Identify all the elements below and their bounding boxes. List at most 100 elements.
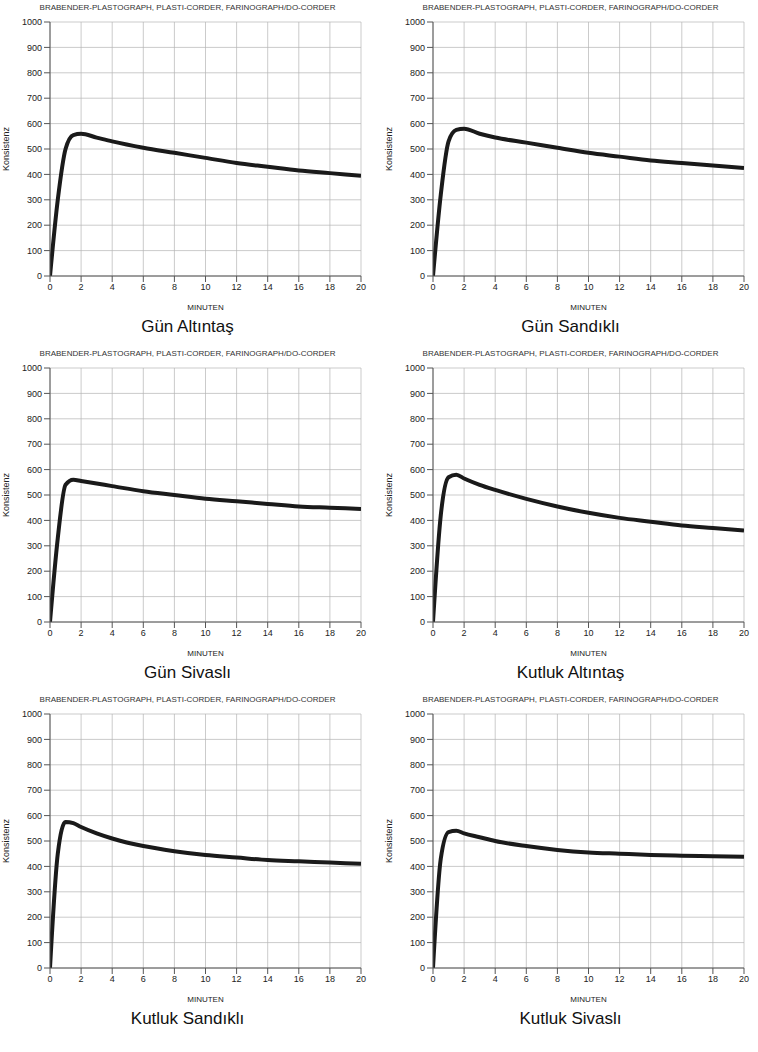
svg-text:12: 12 [615, 282, 625, 292]
svg-text:MINUTEN: MINUTEN [187, 303, 224, 312]
svg-text:14: 14 [263, 282, 273, 292]
svg-text:8: 8 [172, 628, 177, 638]
svg-text:600: 600 [27, 465, 42, 475]
svg-text:200: 200 [27, 912, 42, 922]
svg-text:500: 500 [27, 144, 42, 154]
svg-text:1000: 1000 [22, 17, 42, 27]
svg-text:12: 12 [232, 974, 242, 984]
svg-text:12: 12 [615, 974, 625, 984]
svg-text:2: 2 [79, 628, 84, 638]
svg-text:12: 12 [615, 628, 625, 638]
svg-text:16: 16 [294, 282, 304, 292]
svg-text:1000: 1000 [405, 17, 425, 27]
svg-text:20: 20 [356, 282, 366, 292]
svg-text:500: 500 [410, 836, 425, 846]
svg-text:MINUTEN: MINUTEN [187, 649, 224, 658]
svg-text:700: 700 [410, 785, 425, 795]
svg-text:18: 18 [325, 282, 335, 292]
svg-text:14: 14 [646, 974, 656, 984]
svg-text:12: 12 [232, 282, 242, 292]
svg-text:500: 500 [27, 490, 42, 500]
svg-text:200: 200 [27, 220, 42, 230]
svg-text:200: 200 [410, 220, 425, 230]
svg-text:Konsistenz: Konsistenz [384, 472, 394, 517]
svg-text:4: 4 [110, 628, 115, 638]
svg-text:100: 100 [410, 592, 425, 602]
svg-text:700: 700 [27, 93, 42, 103]
svg-text:600: 600 [410, 465, 425, 475]
svg-text:10: 10 [200, 282, 210, 292]
svg-text:20: 20 [356, 974, 366, 984]
svg-text:800: 800 [27, 68, 42, 78]
svg-text:900: 900 [27, 735, 42, 745]
svg-text:8: 8 [172, 974, 177, 984]
svg-text:Konsistenz: Konsistenz [1, 126, 11, 171]
svg-text:0: 0 [430, 974, 435, 984]
svg-text:Konsistenz: Konsistenz [1, 472, 11, 517]
svg-text:0: 0 [430, 628, 435, 638]
svg-text:900: 900 [410, 735, 425, 745]
svg-text:16: 16 [677, 628, 687, 638]
svg-text:800: 800 [27, 414, 42, 424]
svg-text:800: 800 [410, 414, 425, 424]
svg-text:14: 14 [263, 628, 273, 638]
svg-text:Konsistenz: Konsistenz [1, 818, 11, 863]
svg-text:900: 900 [27, 43, 42, 53]
svg-text:20: 20 [739, 282, 749, 292]
svg-text:0: 0 [47, 974, 52, 984]
svg-text:MINUTEN: MINUTEN [187, 995, 224, 1004]
svg-text:8: 8 [555, 974, 560, 984]
svg-text:0: 0 [47, 282, 52, 292]
svg-text:300: 300 [410, 887, 425, 897]
svg-text:0: 0 [47, 628, 52, 638]
svg-text:400: 400 [410, 516, 425, 526]
svg-text:Konsistenz: Konsistenz [384, 818, 394, 863]
svg-text:20: 20 [356, 628, 366, 638]
svg-text:900: 900 [410, 389, 425, 399]
svg-text:300: 300 [27, 541, 42, 551]
svg-text:100: 100 [27, 592, 42, 602]
svg-text:MINUTEN: MINUTEN [570, 995, 607, 1004]
svg-text:600: 600 [27, 811, 42, 821]
svg-text:6: 6 [524, 974, 529, 984]
svg-text:700: 700 [410, 93, 425, 103]
svg-text:1000: 1000 [22, 363, 42, 373]
svg-text:16: 16 [294, 974, 304, 984]
svg-text:2: 2 [462, 282, 467, 292]
svg-text:6: 6 [141, 628, 146, 638]
svg-text:10: 10 [200, 974, 210, 984]
svg-text:4: 4 [110, 282, 115, 292]
svg-text:600: 600 [27, 119, 42, 129]
svg-text:16: 16 [677, 282, 687, 292]
svg-text:16: 16 [294, 628, 304, 638]
svg-text:300: 300 [410, 195, 425, 205]
svg-text:10: 10 [200, 628, 210, 638]
svg-text:14: 14 [263, 974, 273, 984]
svg-text:20: 20 [739, 628, 749, 638]
svg-text:400: 400 [410, 862, 425, 872]
svg-text:300: 300 [27, 887, 42, 897]
svg-text:10: 10 [583, 628, 593, 638]
svg-text:700: 700 [410, 439, 425, 449]
svg-text:300: 300 [410, 541, 425, 551]
svg-text:200: 200 [410, 566, 425, 576]
svg-text:100: 100 [410, 246, 425, 256]
svg-text:400: 400 [27, 170, 42, 180]
svg-text:4: 4 [493, 974, 498, 984]
svg-text:400: 400 [410, 170, 425, 180]
svg-text:14: 14 [646, 628, 656, 638]
svg-text:0: 0 [420, 617, 425, 627]
svg-text:500: 500 [27, 836, 42, 846]
svg-text:2: 2 [79, 974, 84, 984]
svg-text:200: 200 [27, 566, 42, 576]
svg-text:400: 400 [27, 516, 42, 526]
svg-text:4: 4 [493, 628, 498, 638]
svg-text:0: 0 [37, 963, 42, 973]
svg-text:1000: 1000 [405, 709, 425, 719]
svg-text:MINUTEN: MINUTEN [570, 303, 607, 312]
svg-text:800: 800 [410, 68, 425, 78]
svg-text:0: 0 [37, 271, 42, 281]
svg-text:500: 500 [410, 144, 425, 154]
svg-text:2: 2 [79, 282, 84, 292]
svg-text:1000: 1000 [405, 363, 425, 373]
